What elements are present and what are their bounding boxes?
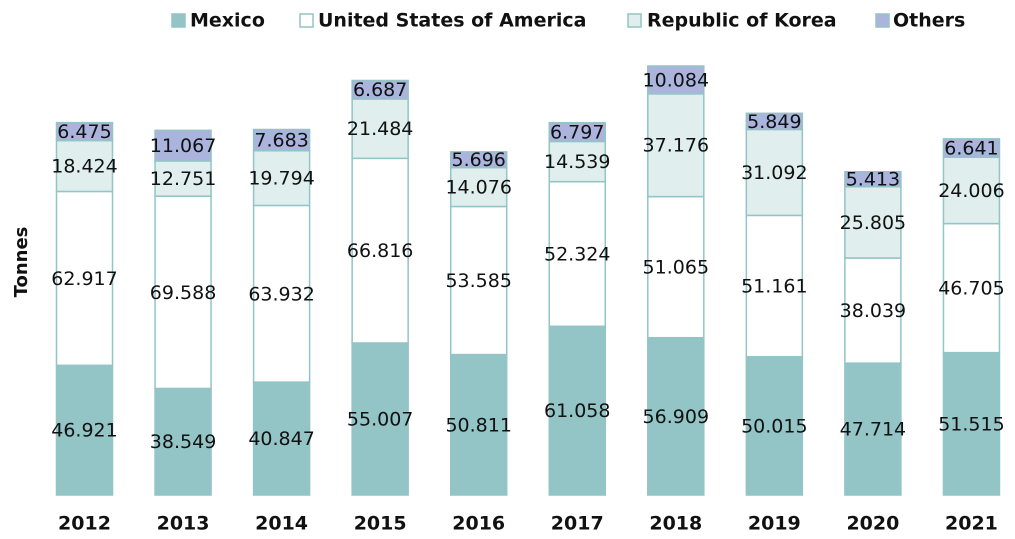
legend-label: Republic of Korea xyxy=(647,10,837,32)
bar-segment xyxy=(844,257,902,364)
x-tick-label: 2021 xyxy=(945,513,998,535)
value-label: 5.413 xyxy=(846,169,900,191)
bar-segment xyxy=(844,170,902,188)
bar-segment xyxy=(548,180,606,328)
value-label: 55.007 xyxy=(347,408,413,430)
x-tick-label: 2014 xyxy=(255,513,308,535)
value-label: 46.921 xyxy=(51,420,117,442)
bar-segment xyxy=(154,129,212,162)
bar-segment xyxy=(548,140,606,183)
bar-segment xyxy=(351,79,409,100)
bar-segment xyxy=(548,325,606,496)
value-label: 12.751 xyxy=(150,168,216,190)
value-label: 51.515 xyxy=(938,413,1004,435)
value-label: 31.092 xyxy=(741,162,807,184)
legend-label: United States of America xyxy=(318,10,586,32)
value-label: 6.687 xyxy=(353,79,407,101)
value-label: 5.696 xyxy=(451,149,505,171)
bar-segment xyxy=(55,364,114,496)
bar-segment xyxy=(745,214,804,358)
bar-segment xyxy=(745,356,804,496)
y-axis-label: Tonnes xyxy=(11,227,32,298)
value-label: 6.797 xyxy=(550,122,604,144)
bar-segment xyxy=(647,93,705,198)
value-label: 69.588 xyxy=(150,282,216,304)
bar-segment xyxy=(449,205,508,356)
value-label: 21.484 xyxy=(347,118,413,140)
bar-segment xyxy=(548,121,606,143)
bar-segment xyxy=(449,353,508,496)
x-tick-label: 2020 xyxy=(846,513,899,535)
value-label: 25.805 xyxy=(840,212,906,234)
legend-swatch xyxy=(875,13,890,28)
legend-swatch xyxy=(299,13,314,28)
bar-segment xyxy=(252,204,311,383)
x-tick-label: 2015 xyxy=(354,513,407,535)
value-label: 14.076 xyxy=(445,177,511,199)
bar-segment xyxy=(647,336,705,496)
x-tick-label: 2012 xyxy=(58,513,111,535)
value-label: 53.585 xyxy=(445,270,511,292)
bar-segment xyxy=(55,121,114,142)
bar-segment xyxy=(154,160,212,197)
bar-segment xyxy=(154,387,212,496)
x-tick-label: 2013 xyxy=(157,513,210,535)
value-label: 51.161 xyxy=(741,276,807,298)
x-tick-label: 2016 xyxy=(452,513,505,535)
bar-segment xyxy=(647,195,705,339)
bar-segment xyxy=(154,195,212,390)
value-label: 6.475 xyxy=(57,121,111,143)
value-label: 7.683 xyxy=(254,130,308,152)
x-tick-label: 2019 xyxy=(748,513,801,535)
x-tick-label: 2017 xyxy=(551,513,604,535)
value-label: 62.917 xyxy=(51,268,117,290)
bar-segment xyxy=(647,65,705,95)
bar-segment xyxy=(745,128,804,217)
bar-segment xyxy=(351,342,409,496)
bar-segment xyxy=(942,351,1001,496)
value-label: 63.932 xyxy=(248,283,314,305)
legend-label: Others xyxy=(893,10,965,32)
bar-segment xyxy=(942,138,1001,158)
value-label: 50.811 xyxy=(445,414,511,436)
value-label: 50.015 xyxy=(741,415,807,437)
value-label: 56.909 xyxy=(643,406,709,428)
value-label: 61.058 xyxy=(544,400,610,422)
value-label: 40.847 xyxy=(248,428,314,450)
bar-segment xyxy=(844,185,902,259)
value-label: 5.849 xyxy=(747,111,801,133)
legend-swatch xyxy=(627,13,642,28)
value-label: 38.039 xyxy=(840,300,906,322)
bar-segment xyxy=(55,190,114,367)
bar-segment xyxy=(351,157,409,344)
legend-label: Mexico xyxy=(190,10,265,32)
bar-segment xyxy=(942,222,1001,354)
value-label: 18.424 xyxy=(51,155,117,177)
x-tick-label: 2018 xyxy=(649,513,702,535)
value-label: 14.539 xyxy=(544,151,610,173)
bar-segment xyxy=(844,362,902,496)
bar-segment xyxy=(449,151,508,169)
value-label: 6.641 xyxy=(944,138,998,160)
bar-segment xyxy=(745,112,804,131)
legend-swatch xyxy=(171,13,186,28)
value-label: 38.549 xyxy=(150,431,216,453)
value-label: 51.065 xyxy=(643,257,709,279)
value-label: 24.006 xyxy=(938,180,1004,202)
value-label: 52.324 xyxy=(544,243,610,265)
bar-segment xyxy=(351,98,409,160)
bar-segment xyxy=(942,156,1001,225)
value-label: 10.084 xyxy=(643,69,709,91)
value-label: 47.714 xyxy=(840,419,906,441)
bar-segment xyxy=(252,128,311,152)
value-label: 19.794 xyxy=(248,168,314,190)
value-label: 11.067 xyxy=(150,135,216,157)
value-label: 66.816 xyxy=(347,240,413,262)
bar-segment xyxy=(252,381,311,496)
value-label: 46.705 xyxy=(938,278,1004,300)
value-label: 37.176 xyxy=(643,135,709,157)
